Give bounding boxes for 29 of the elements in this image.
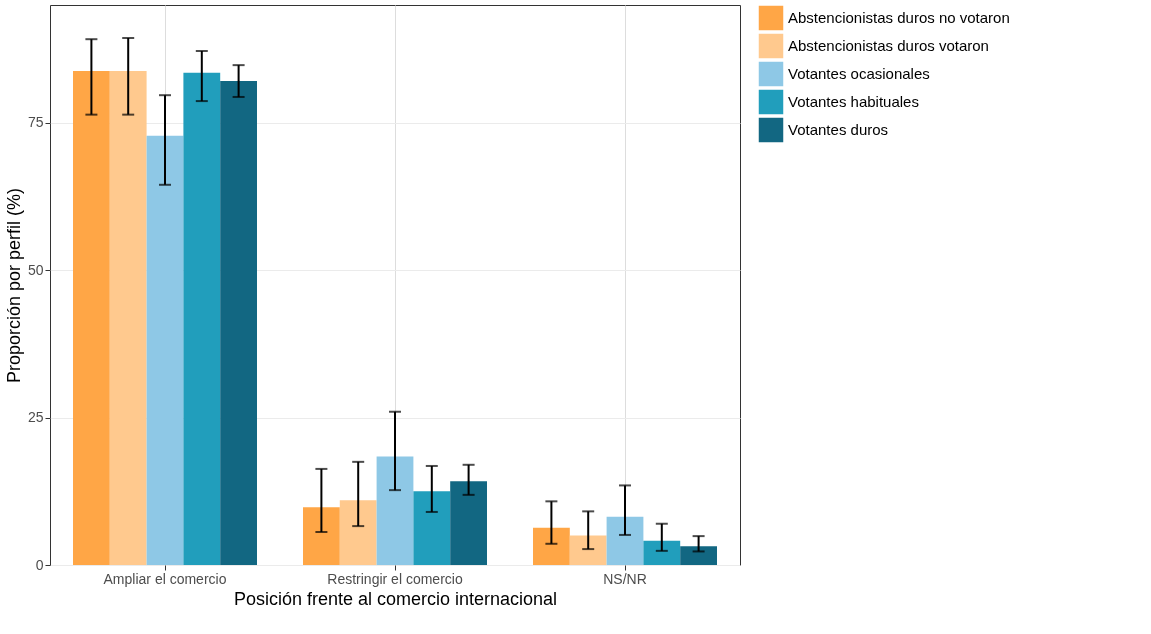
legend-label: Votantes duros [788,121,889,138]
bar [220,81,257,565]
x-axis-title: Posición frente al comercio internacional [233,588,558,609]
bar [643,540,681,565]
x-tick-label: Ampliar el comercio [103,570,227,587]
bar [303,507,340,565]
bar [109,71,147,565]
legend-label: Votantes habituales [788,93,919,110]
y-tick-label: 0 [35,556,44,573]
bar [533,527,570,565]
bar [606,516,644,565]
bar [376,456,414,565]
y-tick-label: 25 [27,409,44,426]
y-tick-label: 50 [27,261,44,278]
x-tick-label: Restringir el comercio [327,570,463,587]
bar [339,500,377,565]
bar [680,546,717,565]
x-tick-label: NS/NR [603,570,647,587]
y-axis-title: Proporción por perfil (%) [3,187,24,384]
legend-label: Abstencionistas duros votaron [788,37,989,54]
bar [146,135,184,565]
bar [413,491,451,565]
bar [569,535,607,565]
legend-label: Abstencionistas duros no votaron [788,9,1010,26]
bar [183,72,221,565]
bar [73,71,110,565]
bar [450,481,487,565]
y-tick-label: 75 [27,114,44,131]
legend-label: Votantes ocasionales [788,65,930,82]
